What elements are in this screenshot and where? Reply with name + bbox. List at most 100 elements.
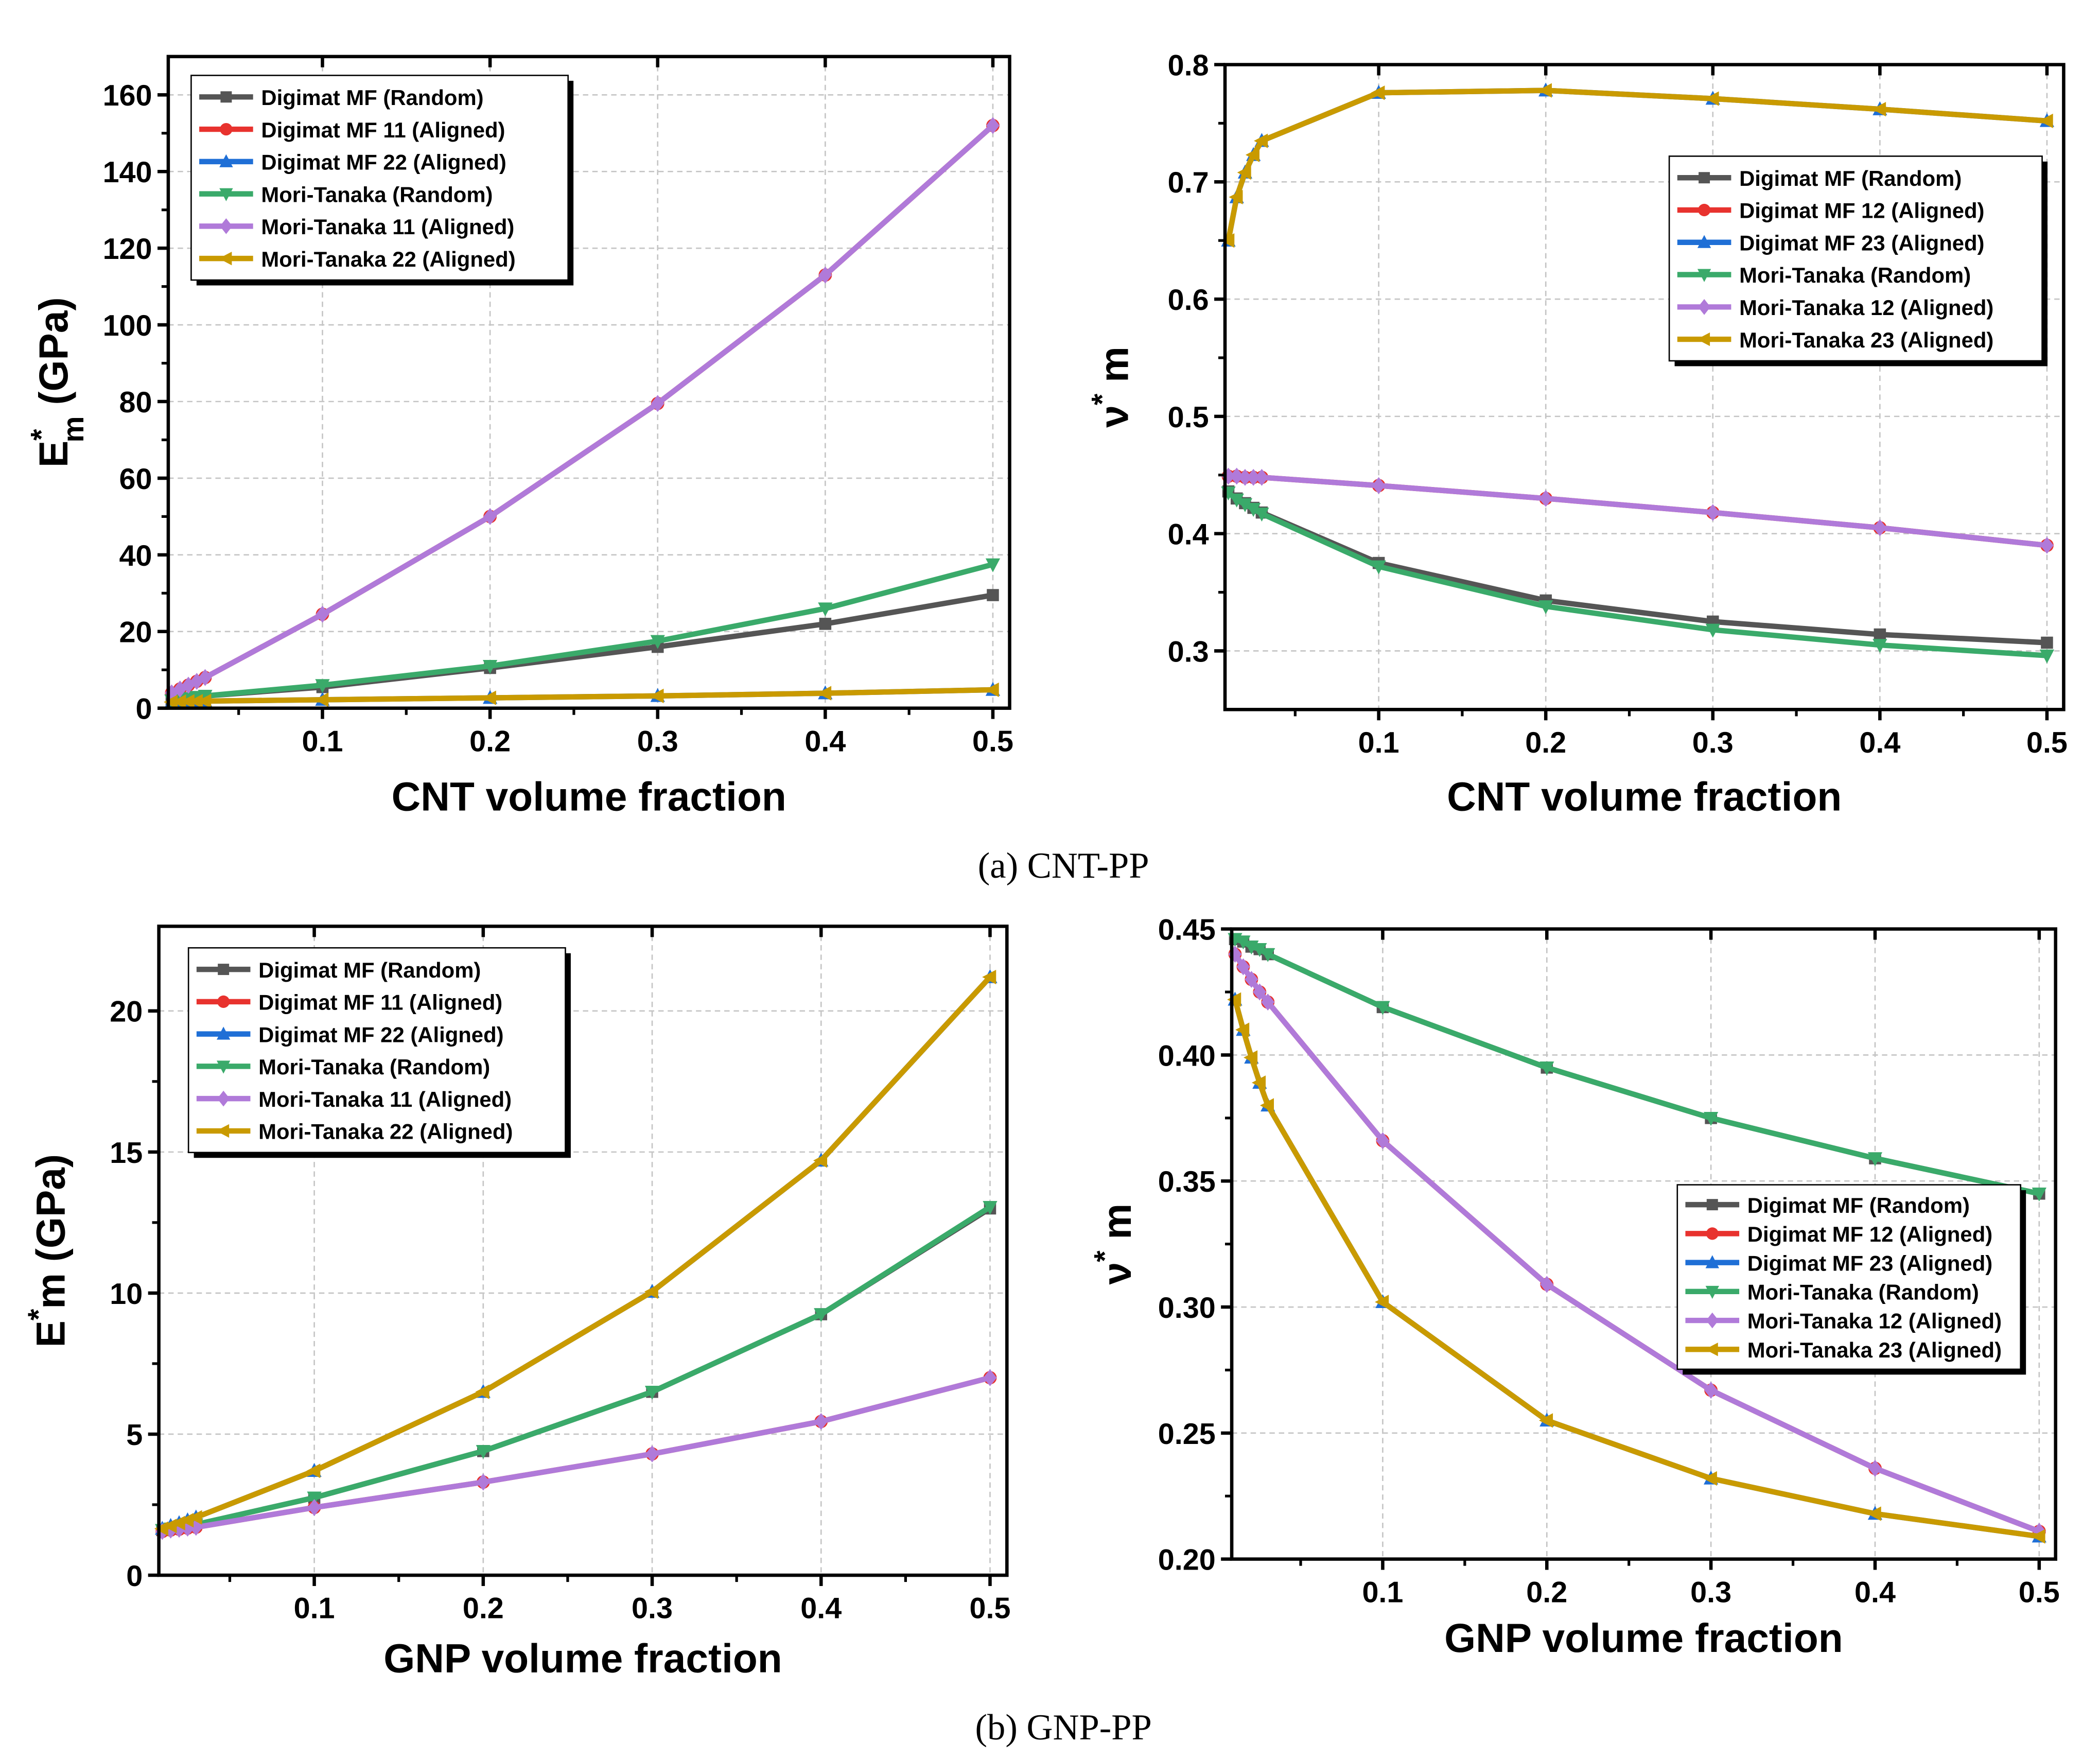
- caption-b: (b) GNP-PP: [975, 1707, 1152, 1748]
- data-point: [1868, 1459, 1882, 1477]
- legend-marker: [1698, 203, 1711, 217]
- data-point: [1255, 468, 1269, 486]
- data-point: [650, 635, 665, 649]
- series-mori-tanaka-11-aligned-: [165, 117, 1000, 702]
- y-tick-label: 0.8: [1168, 49, 1209, 82]
- legend-label: Digimat MF (Random): [258, 958, 481, 982]
- x-tick-label: 0.4: [804, 725, 846, 758]
- legend-marker: [219, 251, 232, 266]
- x-tick-label: 0.4: [1859, 726, 1900, 759]
- x-axis-label: CNT volume fraction: [1447, 774, 1842, 819]
- legend-marker: [1698, 299, 1711, 315]
- y-label-main: E: [31, 441, 76, 467]
- data-point: [1539, 490, 1553, 507]
- legend-label: Digimat MF 12 (Aligned): [1747, 1222, 1992, 1246]
- data-point: [1538, 600, 1553, 615]
- legend-label: Mori-Tanaka 22 (Aligned): [258, 1120, 513, 1144]
- legend-marker: [219, 188, 233, 201]
- legend-box: [187, 947, 566, 1154]
- series-mori-tanaka-random-: [1221, 486, 2055, 664]
- data-point: [814, 1413, 828, 1430]
- data-point: [482, 660, 498, 674]
- x-tick-label: 0.4: [1854, 1576, 1896, 1609]
- x-axis-label: GNP volume fraction: [383, 1635, 782, 1681]
- data-point: [1375, 1295, 1389, 1310]
- y-label-sup: *: [1086, 393, 1118, 405]
- series-mori-tanaka-22-aligned-: [164, 682, 999, 709]
- axes-frame: [157, 925, 1009, 1577]
- data-point: [2031, 1529, 2045, 1544]
- y-axis-label: E*m (GPa): [25, 297, 90, 467]
- series-mori-tanaka-random-: [155, 1200, 997, 1538]
- y-tick-label: 0.25: [1158, 1418, 1216, 1451]
- x-tick-label: 0.3: [637, 725, 678, 758]
- legend-label: Digimat MF 11 (Aligned): [261, 118, 505, 142]
- y-tick-label: 100: [103, 309, 152, 342]
- legend-label: Mori-Tanaka 12 (Aligned): [1739, 295, 1993, 320]
- legend-marker: [1699, 172, 1710, 184]
- x-tick-label: 0.2: [1525, 726, 1566, 759]
- data-point: [307, 1491, 322, 1506]
- series-mori-tanaka-random-: [1228, 933, 2046, 1202]
- legend: Digimat MF (Random) Digimat MF 11 (Aligne…: [190, 75, 574, 286]
- series-digimat-mf-random-: [1229, 933, 2045, 1200]
- data-point: [198, 669, 212, 686]
- y-label-main: E: [28, 1320, 74, 1347]
- data-point: [2041, 636, 2053, 649]
- data-point: [483, 508, 497, 525]
- data-point: [1372, 477, 1386, 494]
- data-point: [188, 1510, 202, 1525]
- data-point: [1867, 1152, 1883, 1166]
- data-point: [1867, 1506, 1881, 1521]
- data-point: [316, 605, 329, 623]
- data-point: [983, 1369, 997, 1386]
- y-tick-label: 0.45: [1158, 914, 1216, 947]
- data-point: [307, 1499, 321, 1516]
- data-point: [985, 558, 1001, 572]
- y-tick-label: 40: [119, 539, 152, 572]
- data-point: [819, 618, 832, 630]
- data-point: [197, 693, 212, 709]
- data-point: [180, 694, 195, 709]
- data-point: [1245, 147, 1259, 163]
- legend: Digimat MF (Random) Digimat MF 12 (Aligne…: [1676, 1184, 2026, 1375]
- series-line: [171, 592, 993, 703]
- legend-label: Digimat MF 23 (Aligned): [1747, 1251, 1992, 1275]
- y-label-sup: *: [22, 1309, 55, 1320]
- data-point: [987, 589, 999, 601]
- data-point: [814, 1308, 829, 1322]
- series-line: [1226, 88, 2047, 241]
- data-point: [644, 1385, 660, 1400]
- data-point: [188, 694, 203, 709]
- data-point: [1376, 1132, 1390, 1150]
- legend-marker: [1696, 332, 1710, 346]
- legend-label: Mori-Tanaka 23 (Aligned): [1747, 1338, 2002, 1362]
- legend-marker: [219, 154, 233, 167]
- data-point: [1261, 994, 1275, 1011]
- legend-box: [1668, 155, 2043, 362]
- data-point: [1705, 91, 1719, 106]
- y-tick-label: 0.30: [1158, 1292, 1216, 1325]
- data-point: [1247, 468, 1261, 486]
- data-point: [1259, 1098, 1274, 1113]
- legend-label: Mori-Tanaka (Random): [1739, 263, 1971, 287]
- series-mori-tanaka-23-aligned-: [1227, 992, 2045, 1544]
- series-line: [1233, 952, 2040, 1534]
- y-label-unit: m: [1092, 346, 1137, 394]
- data-point: [985, 682, 999, 698]
- data-point: [818, 266, 832, 284]
- data-point: [306, 1464, 321, 1478]
- data-point: [1238, 468, 1252, 486]
- legend-marker: [218, 964, 230, 976]
- data-point: [475, 1384, 489, 1399]
- data-point: [1538, 1413, 1553, 1428]
- y-axis-label: ν* m: [1089, 1204, 1140, 1285]
- data-point: [1251, 1075, 1266, 1090]
- chart-cnt-modulus: 0.1 0.2 0.3 0.4 0.5 0 20 40 60 80 100 120 140 160 CNT …: [25, 55, 1013, 819]
- legend-marker: [217, 995, 230, 1008]
- x-tick-label: 0.3: [1692, 726, 1734, 759]
- x-tick-label: 0.3: [1690, 1576, 1731, 1609]
- legend-marker: [220, 123, 233, 136]
- data-point: [1253, 983, 1267, 1001]
